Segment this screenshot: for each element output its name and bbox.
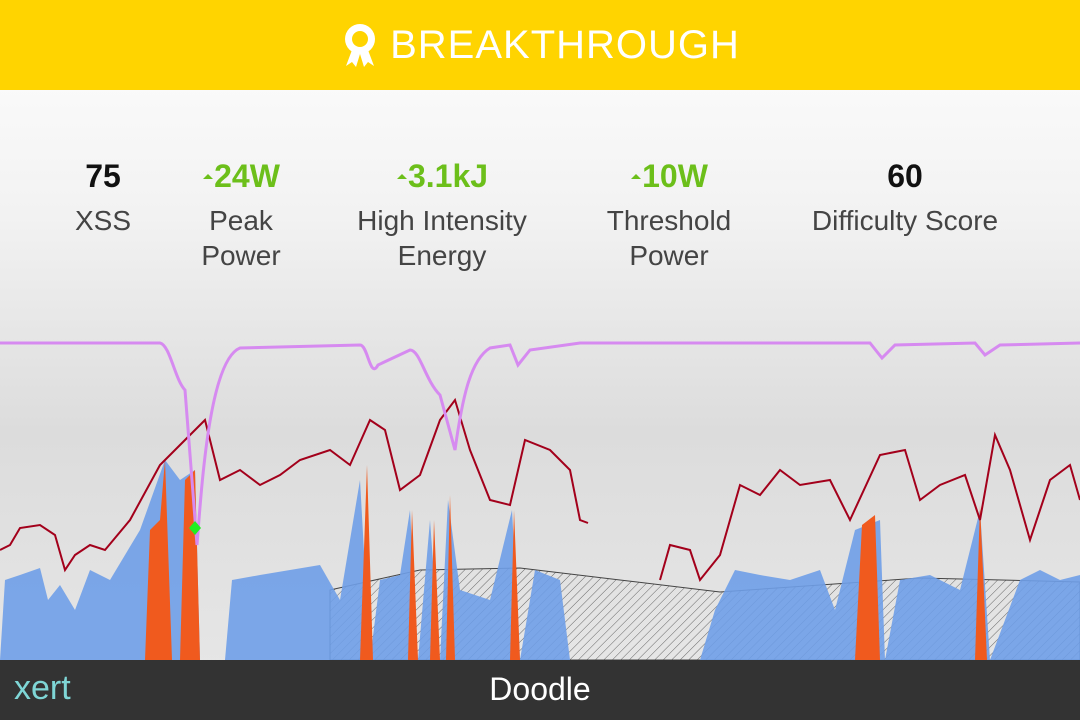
stat: 3.1kJ High Intensity Energy (342, 155, 542, 273)
ride-chart (0, 341, 1080, 660)
logo: xert (14, 669, 71, 707)
footer-title: Doodle (489, 671, 591, 707)
stat-value-row: 24W (181, 155, 301, 197)
stat-value: 75 (85, 158, 121, 194)
stat-value-row: 10W (594, 155, 744, 197)
stat-value: 60 (887, 158, 923, 194)
stat-value: 24W (214, 158, 280, 194)
header: BREAKTHROUGH (0, 0, 1080, 90)
mpa-line (0, 341, 1080, 546)
up-arrow (203, 174, 214, 179)
stat: 60 Difficulty Score (785, 155, 1025, 238)
stat-value: 3.1kJ (407, 158, 489, 194)
hr-line (659, 431, 1080, 583)
up-arrow (396, 174, 407, 179)
stat-label: Peak Power (201, 205, 281, 271)
award-icon (345, 24, 376, 67)
power-area (0, 460, 1080, 660)
stat: 75 XSS (75, 155, 131, 238)
stat-label: Threshold Power (606, 205, 732, 271)
stat-label: XSS (74, 205, 132, 236)
stat: 24W Peak Power (181, 155, 301, 273)
stat-value: 10W (642, 158, 708, 194)
footer: xert Doodle (0, 660, 1080, 720)
stat-label: Difficulty Score (811, 205, 999, 236)
up-arrow (631, 174, 642, 179)
stat-value-row: 3.1kJ (342, 155, 542, 197)
hr-line (0, 397, 589, 573)
breakthrough-marker (189, 521, 201, 535)
stat-label: High Intensity Energy (357, 205, 527, 271)
header-title: BREAKTHROUGH (390, 22, 740, 67)
stat: 10W Threshold Power (594, 155, 744, 273)
